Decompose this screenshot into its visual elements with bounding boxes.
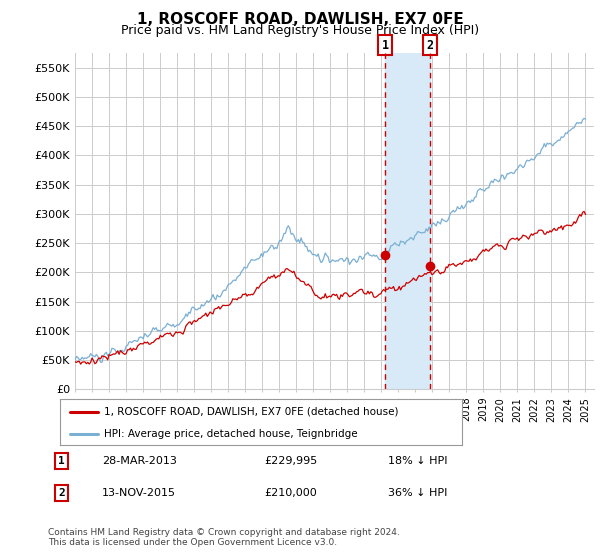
Text: Price paid vs. HM Land Registry's House Price Index (HPI): Price paid vs. HM Land Registry's House … [121,24,479,36]
Text: 2: 2 [427,39,434,52]
Text: 36% ↓ HPI: 36% ↓ HPI [388,488,448,498]
Text: HPI: Average price, detached house, Teignbridge: HPI: Average price, detached house, Teig… [104,429,358,438]
Text: 13-NOV-2015: 13-NOV-2015 [102,488,176,498]
Text: 1: 1 [58,456,65,466]
Text: 28-MAR-2013: 28-MAR-2013 [102,456,177,466]
Text: £210,000: £210,000 [264,488,317,498]
Bar [385,53,430,389]
Text: 2: 2 [58,488,65,498]
Text: 1, ROSCOFF ROAD, DAWLISH, EX7 0FE (detached house): 1, ROSCOFF ROAD, DAWLISH, EX7 0FE (detac… [104,407,399,417]
Text: 1: 1 [382,39,389,52]
Text: Contains HM Land Registry data © Crown copyright and database right 2024.
This d: Contains HM Land Registry data © Crown c… [48,528,400,547]
Text: 1, ROSCOFF ROAD, DAWLISH, EX7 0FE: 1, ROSCOFF ROAD, DAWLISH, EX7 0FE [137,12,463,27]
Text: 18% ↓ HPI: 18% ↓ HPI [388,456,448,466]
Text: £229,995: £229,995 [264,456,317,466]
